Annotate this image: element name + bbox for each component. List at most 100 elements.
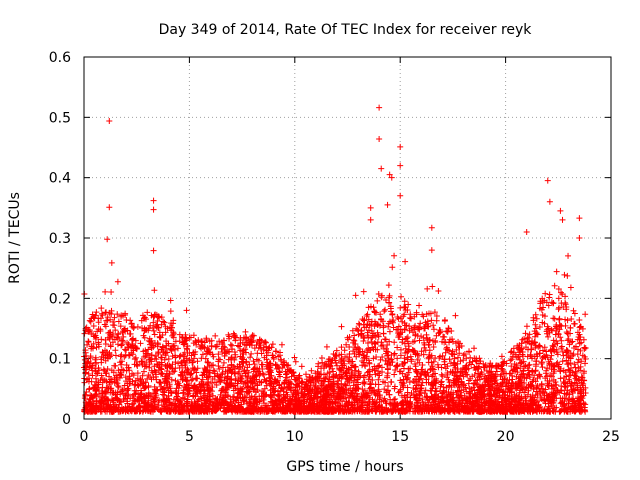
data-point	[555, 285, 562, 292]
data-point	[429, 283, 436, 290]
data-point	[274, 392, 281, 399]
data-point	[199, 372, 206, 379]
data-point	[430, 322, 437, 329]
data-point	[98, 336, 105, 343]
data-point	[112, 327, 119, 334]
data-point	[481, 387, 488, 394]
data-point	[340, 395, 347, 402]
data-point	[561, 271, 568, 278]
data-point	[290, 369, 297, 376]
data-point	[314, 368, 321, 375]
data-point	[275, 353, 282, 360]
data-point	[140, 380, 147, 387]
data-point	[338, 374, 345, 381]
data-point	[582, 401, 589, 408]
data-point	[421, 325, 428, 332]
data-point	[372, 309, 379, 316]
data-point	[499, 366, 506, 373]
data-point	[246, 361, 253, 368]
data-point	[416, 337, 423, 344]
data-point	[251, 393, 258, 400]
data-point	[569, 338, 576, 345]
data-point	[118, 342, 125, 349]
data-point	[171, 342, 178, 349]
data-point	[405, 365, 412, 372]
data-point	[114, 341, 121, 348]
data-point	[417, 320, 424, 327]
data-point	[254, 399, 261, 406]
data-point	[208, 337, 215, 344]
data-point	[265, 402, 272, 409]
data-point	[391, 371, 398, 378]
data-point	[141, 354, 148, 361]
data-point	[481, 383, 488, 390]
data-point	[183, 355, 190, 362]
data-point	[386, 338, 393, 345]
data-point	[113, 334, 120, 341]
data-point	[137, 340, 144, 347]
data-point	[266, 344, 273, 351]
data-point	[374, 297, 381, 304]
data-point	[411, 338, 418, 345]
data-point	[208, 342, 215, 349]
data-point	[203, 374, 210, 381]
data-point	[452, 340, 459, 347]
data-point	[416, 391, 423, 398]
data-point	[194, 358, 201, 365]
data-point	[430, 326, 437, 333]
data-point	[118, 366, 125, 373]
data-point	[563, 357, 570, 364]
data-point	[93, 309, 100, 316]
data-point	[443, 328, 450, 335]
data-point	[469, 358, 476, 365]
data-point	[86, 385, 93, 392]
data-point	[278, 341, 285, 348]
data-point	[141, 384, 148, 391]
data-point	[145, 384, 152, 391]
data-point	[387, 396, 394, 403]
data-point	[227, 376, 234, 383]
data-point	[148, 344, 155, 351]
data-point	[193, 369, 200, 376]
data-point	[476, 394, 483, 401]
data-point	[425, 355, 432, 362]
data-point	[395, 389, 402, 396]
data-point	[292, 358, 299, 365]
data-point	[572, 364, 579, 371]
data-point	[134, 323, 141, 330]
data-point	[532, 339, 539, 346]
chart-title: Day 349 of 2014, Rate Of TEC Index for r…	[159, 22, 533, 38]
data-point	[179, 376, 186, 383]
data-point	[460, 373, 467, 380]
data-point	[405, 369, 412, 376]
data-point	[165, 374, 172, 381]
data-point	[156, 397, 163, 404]
data-point	[433, 377, 440, 384]
data-point	[406, 379, 413, 386]
data-point	[108, 259, 115, 266]
data-point	[465, 380, 472, 387]
data-point	[97, 315, 104, 322]
data-point	[532, 311, 539, 318]
data-point	[568, 316, 575, 323]
data-point	[435, 288, 442, 295]
data-point	[555, 306, 562, 313]
data-point	[531, 333, 538, 340]
data-point	[260, 371, 267, 378]
data-point	[402, 258, 409, 265]
data-point	[358, 330, 365, 337]
data-point	[312, 379, 319, 386]
data-point	[247, 354, 254, 361]
data-point	[227, 341, 234, 348]
data-point	[471, 345, 478, 352]
data-point	[577, 323, 584, 330]
data-point	[85, 338, 92, 345]
data-point	[153, 322, 160, 329]
data-point	[365, 316, 372, 323]
data-point	[92, 359, 99, 366]
data-point	[397, 352, 404, 359]
data-point	[343, 341, 350, 348]
data-point	[582, 345, 589, 352]
data-point	[524, 335, 531, 342]
data-point	[155, 349, 162, 356]
